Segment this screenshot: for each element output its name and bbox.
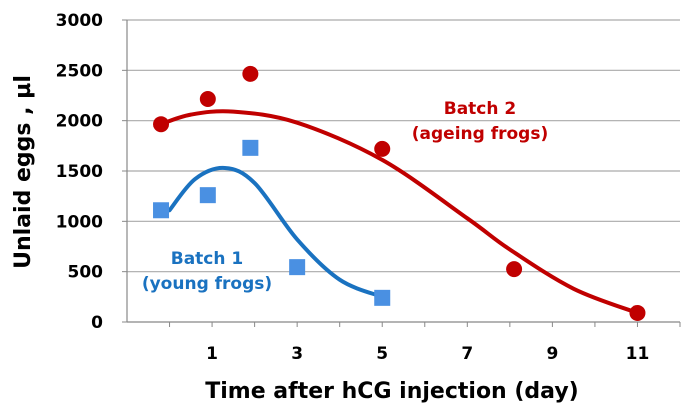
data-point-batch2 bbox=[506, 261, 523, 278]
x-tick-labels: 1 3 5 7 9 11 bbox=[206, 344, 649, 364]
series-label-batch1-line2: (young frogs) bbox=[142, 274, 272, 294]
y-tick-label: 1000 bbox=[56, 212, 103, 232]
y-axis-title: Unlaid eggs , µl bbox=[11, 75, 36, 269]
series-label-batch1-line1: Batch 1 bbox=[171, 249, 243, 269]
x-ticks bbox=[169, 322, 681, 327]
x-tick-label: 11 bbox=[626, 344, 650, 364]
data-point-batch2 bbox=[199, 91, 216, 108]
x-axis-title: Time after hCG injection (day) bbox=[205, 379, 579, 404]
x-tick-label: 5 bbox=[376, 344, 388, 364]
series bbox=[153, 65, 646, 321]
data-point-batch2 bbox=[629, 304, 646, 321]
y-tick-label: 1500 bbox=[56, 162, 103, 182]
trendline-batch1 bbox=[167, 165, 385, 299]
y-tick-label: 0 bbox=[91, 313, 103, 333]
y-tick-label: 2000 bbox=[56, 112, 103, 132]
y-tick-labels: 0 500 1000 1500 2000 2500 3000 bbox=[56, 11, 103, 333]
y-tick-label: 3000 bbox=[56, 11, 103, 31]
x-tick-label: 9 bbox=[546, 344, 558, 364]
data-point-batch2 bbox=[153, 116, 170, 133]
data-point-batch1 bbox=[374, 289, 391, 306]
y-tick-label: 500 bbox=[68, 263, 104, 283]
data-point-batch1 bbox=[289, 259, 306, 276]
x-tick-label: 7 bbox=[461, 344, 473, 364]
x-tick-label: 1 bbox=[206, 344, 218, 364]
x-tick-label: 3 bbox=[291, 344, 303, 364]
trendline-batch2 bbox=[159, 109, 640, 315]
data-point-batch2 bbox=[242, 65, 259, 82]
series-label-batch2-line1: Batch 2 bbox=[444, 99, 516, 119]
data-point-batch1 bbox=[242, 139, 259, 156]
data-point-batch1 bbox=[153, 202, 170, 219]
y-tick-label: 2500 bbox=[56, 61, 103, 81]
data-point-batch1 bbox=[199, 187, 216, 204]
data-point-batch2 bbox=[374, 140, 391, 157]
series-label-batch2-line2: (ageing frogs) bbox=[412, 124, 548, 144]
